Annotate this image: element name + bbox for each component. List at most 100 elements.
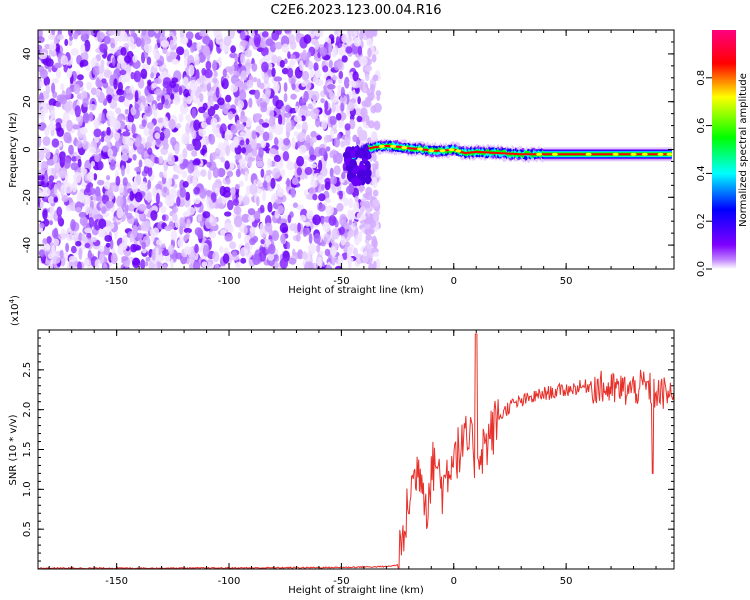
heatmap-noise-cell (172, 174, 179, 180)
heatmap-noise-cell (90, 87, 97, 96)
heatmap-noise-cell (95, 90, 101, 98)
heatmap-noise-cell (83, 259, 90, 266)
heatmap-noise-cell (244, 234, 251, 244)
heatmap-noise-cell (103, 69, 113, 79)
heatmap-noise-cell (76, 140, 83, 149)
heatmap-noise-cell (48, 98, 57, 107)
heatmap-noise-cell (373, 102, 382, 113)
heatmap-noise-cell (185, 114, 191, 121)
heatmap-noise-cell (192, 159, 201, 166)
heatmap-noise-cell (299, 59, 304, 71)
heatmap-noise-cell (77, 158, 82, 168)
heatmap-noise-cell (38, 44, 43, 51)
heatmap-noise-cell (56, 34, 64, 40)
heatmap-noise-cell (167, 154, 175, 166)
heatmap-noise-cell (372, 189, 379, 197)
heatmap-noise-cell (295, 234, 301, 242)
heatmap-noise-cell (185, 31, 194, 40)
heatmap-noise-cell (38, 149, 45, 161)
heatmap-noise-cell (95, 121, 99, 131)
heatmap-noise-cell (262, 189, 266, 202)
heatmap-noise-cell (238, 103, 242, 114)
heatmap-noise-cell (239, 160, 247, 169)
heatmap-noise-cell (164, 254, 172, 263)
heatmap-noise-cell (152, 227, 160, 237)
spectrogram-y-tick-label: 40 (22, 48, 33, 61)
heatmap-noise-cell (63, 65, 69, 73)
heatmap-noise-cell (138, 203, 147, 212)
heatmap-noise-cell (38, 52, 48, 60)
heatmap-noise-cell (79, 61, 84, 67)
heatmap-noise-cell (367, 58, 372, 65)
heatmap-noise-cell (279, 257, 289, 269)
heatmap-noise-cell (183, 235, 188, 242)
heatmap-noise-cell (237, 232, 242, 239)
heatmap-noise-cell (318, 159, 323, 172)
spectrogram-y-axis-label: Frequency (Hz) (8, 112, 19, 188)
heatmap-noise-cell (55, 62, 63, 69)
heatmap-noise-cell (205, 60, 212, 71)
spectrogram-x-axis-label: Height of straight line (km) (288, 285, 424, 296)
heatmap-noise-cell (360, 107, 368, 119)
heatmap-noise-cell (147, 79, 152, 86)
heatmap-noise-cell (283, 112, 292, 118)
heatmap-noise-cell (67, 60, 72, 66)
snr-y-tick-label: 2.5 (22, 362, 33, 378)
heatmap-noise-cell (302, 227, 308, 237)
heatmap-noise-cell (236, 119, 241, 131)
heatmap-noise-cell (280, 168, 286, 178)
heatmap-noise-cell (264, 89, 271, 99)
heatmap-noise-cell (53, 196, 59, 203)
heatmap-noise-cell (183, 246, 192, 255)
heatmap-noise-cell (128, 203, 135, 212)
heatmap-noise-cell (341, 172, 346, 180)
heatmap-noise-cell (141, 52, 146, 64)
heatmap-noise-cell (340, 102, 345, 112)
heatmap-noise-cell (53, 238, 60, 246)
heatmap-noise-cell (365, 115, 370, 126)
heatmap-noise-cell (375, 90, 382, 97)
heatmap-noise-cell (301, 251, 308, 260)
heatmap-noise-cell (266, 169, 272, 176)
snr-x-tick-label: 50 (560, 576, 573, 587)
heatmap-noise-cell (372, 251, 380, 257)
heatmap-noise-cell (134, 90, 139, 102)
heatmap-noise-cell (98, 72, 104, 81)
heatmap-noise-cell (75, 240, 82, 247)
heatmap-noise-cell (202, 211, 211, 219)
heatmap-noise-cell (277, 205, 285, 215)
spectrogram-y-tick-label: -40 (22, 237, 33, 253)
heatmap-noise-cell (278, 114, 283, 126)
heatmap-noise-cell (256, 98, 261, 106)
heatmap-noise-cell (86, 206, 93, 214)
heatmap-noise-cell (223, 35, 232, 47)
heatmap-noise-cell (268, 229, 274, 236)
heatmap-noise-cell (338, 226, 345, 235)
heatmap-noise-cell (316, 135, 322, 141)
heatmap-noise-cell (71, 181, 77, 193)
heatmap-noise-cell (255, 196, 260, 207)
heatmap-noise-cell (46, 180, 55, 190)
heatmap-noise-cell (130, 30, 135, 37)
heatmap-noise-cell (153, 52, 161, 60)
heatmap-noise-cell (194, 227, 203, 237)
heatmap-noise-cell (164, 225, 173, 231)
heatmap-noise-cell (116, 206, 124, 219)
heatmap-noise-cell (330, 127, 335, 139)
heatmap-noise-cell (348, 182, 354, 193)
heatmap-noise-cell (162, 170, 168, 179)
heatmap-noise-cell (223, 247, 229, 255)
heatmap-noise-cell (172, 206, 179, 213)
heatmap-onset-cell (349, 158, 357, 169)
heatmap-noise-cell (273, 76, 283, 82)
heatmap-noise-cell (170, 258, 174, 269)
ridge-peak (390, 144, 397, 148)
heatmap-noise-cell (106, 126, 111, 136)
heatmap-noise-cell (176, 46, 185, 56)
heatmap-noise-cell (309, 163, 317, 169)
heatmap-noise-cell (137, 232, 144, 239)
heatmap-noise-cell (310, 130, 318, 139)
heatmap-noise-cell (254, 89, 261, 100)
ridge-peak (641, 152, 648, 156)
heatmap-noise-cell (240, 40, 248, 47)
